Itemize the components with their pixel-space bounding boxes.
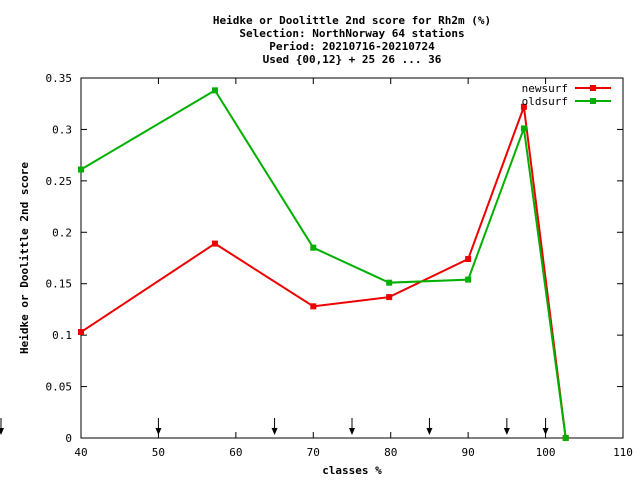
arrow-head (542, 428, 549, 435)
x-tick-label: 100 (536, 446, 556, 459)
series-group (78, 87, 569, 441)
data-point (520, 125, 527, 132)
x-tick-label: 110 (613, 446, 633, 459)
data-point (386, 294, 393, 301)
data-point (211, 240, 218, 247)
y-tick-label: 0.35 (46, 72, 73, 85)
x-tick-label: 60 (229, 446, 242, 459)
plot-frame (80, 77, 624, 439)
y-tick-label: 0.25 (46, 175, 73, 188)
data-point (78, 329, 84, 336)
down-arrow-icon (426, 418, 433, 435)
down-arrow-icon (542, 418, 549, 435)
arrow-head (155, 428, 162, 435)
x-tick-label: 50 (152, 446, 165, 459)
class-arrow-markers (0, 418, 549, 435)
arrow-head (426, 428, 433, 435)
legend-label-newsurf: newsurf (522, 82, 568, 95)
x-tick-label: 40 (74, 446, 87, 459)
down-arrow-icon (349, 418, 355, 435)
y-axis: 0 0.05 0.1 0.15 0.2 0.25 0.3 0.35 (46, 72, 623, 445)
data-point (465, 276, 472, 283)
data-point (520, 103, 527, 110)
series-oldsurf (78, 87, 569, 441)
title-line-3: Period: 20210716-20210724 (269, 40, 435, 53)
x-tick-label: 80 (384, 446, 397, 459)
series-line-newsurf (80, 106, 567, 439)
data-point (211, 87, 218, 94)
down-arrow-icon (0, 418, 4, 435)
data-point (310, 303, 317, 310)
title-line-2: Selection: NorthNorway 64 stations (239, 27, 464, 40)
down-arrow-icon (155, 418, 162, 435)
title-line-1: Heidke or Doolittle 2nd score for Rh2m (… (213, 14, 491, 27)
arrow-head (349, 428, 355, 435)
data-point (310, 244, 317, 251)
chart-title: Heidke or Doolittle 2nd score for Rh2m (… (213, 14, 491, 66)
down-arrow-icon (503, 418, 510, 435)
legend-swatch-marker (590, 98, 596, 104)
down-arrow-icon (271, 418, 278, 435)
data-point (465, 256, 472, 263)
x-tick-label: 90 (462, 446, 475, 459)
data-point (386, 279, 393, 286)
arrow-head (503, 428, 510, 435)
y-axis-label: Heidke or Doolittle 2nd score (18, 162, 31, 354)
y-tick-label: 0.2 (52, 226, 72, 239)
y-tick-label: 0.1 (52, 329, 72, 342)
title-line-4: Used {00,12} + 25 26 ... 36 (263, 53, 442, 66)
y-tick-label: 0 (65, 432, 72, 445)
legend-label-oldsurf: oldsurf (522, 95, 568, 108)
data-point (562, 435, 569, 441)
arrow-head (0, 428, 4, 435)
data-point (78, 166, 84, 173)
x-axis-label: classes % (322, 464, 382, 477)
series-line-oldsurf (80, 88, 567, 439)
y-tick-label: 0.3 (52, 123, 72, 136)
series-newsurf (78, 103, 569, 441)
arrow-head (271, 428, 278, 435)
y-tick-label: 0.15 (46, 278, 73, 291)
legend-swatch-marker (590, 85, 596, 91)
x-tick-label: 70 (307, 446, 320, 459)
x-axis: 40 50 60 70 80 90 100 110 (74, 78, 633, 459)
y-tick-label: 0.05 (46, 381, 73, 394)
